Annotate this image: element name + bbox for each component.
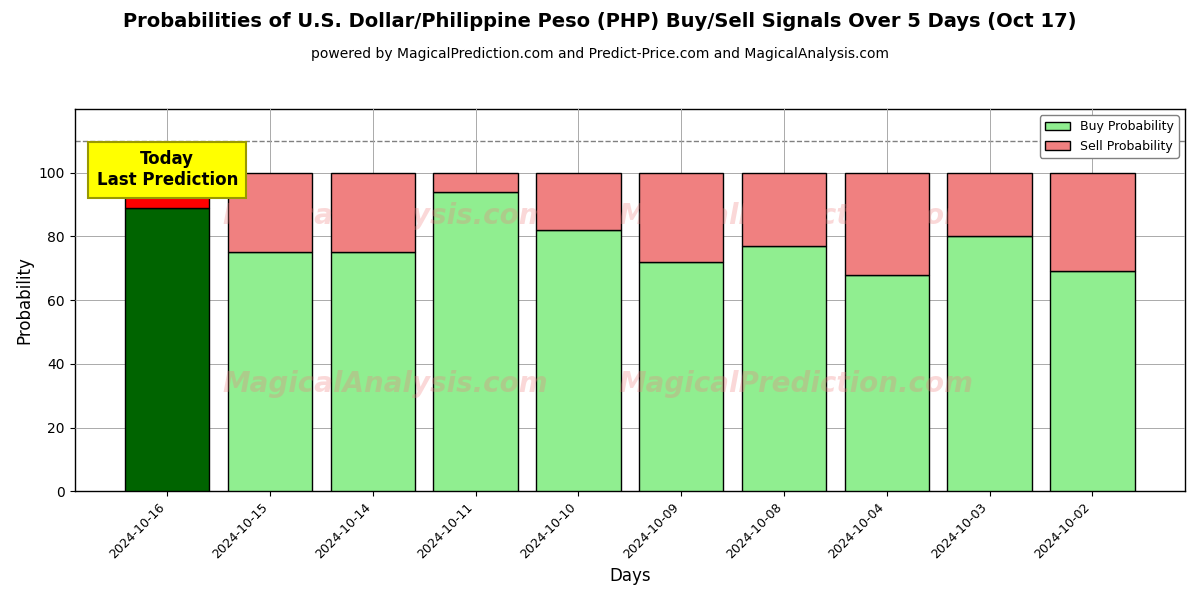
- Bar: [331, 253, 415, 491]
- Text: Probabilities of U.S. Dollar/Philippine Peso (PHP) Buy/Sell Signals Over 5 Days : Probabilities of U.S. Dollar/Philippine …: [124, 12, 1076, 31]
- Bar: [1050, 173, 1134, 271]
- Bar: [1050, 271, 1134, 491]
- Bar: [640, 262, 724, 491]
- Text: MagicalPrediction.com: MagicalPrediction.com: [619, 202, 974, 230]
- Bar: [948, 173, 1032, 236]
- Bar: [536, 230, 620, 491]
- Bar: [948, 236, 1032, 491]
- Y-axis label: Probability: Probability: [16, 256, 34, 344]
- Text: powered by MagicalPrediction.com and Predict-Price.com and MagicalAnalysis.com: powered by MagicalPrediction.com and Pre…: [311, 47, 889, 61]
- Bar: [331, 173, 415, 253]
- X-axis label: Days: Days: [610, 567, 650, 585]
- Legend: Buy Probability, Sell Probability: Buy Probability, Sell Probability: [1040, 115, 1178, 158]
- Bar: [845, 275, 929, 491]
- Bar: [536, 173, 620, 230]
- Bar: [640, 173, 724, 262]
- Bar: [228, 173, 312, 253]
- Bar: [433, 192, 517, 491]
- Bar: [125, 208, 210, 491]
- Text: MagicalAnalysis.com: MagicalAnalysis.com: [223, 370, 548, 398]
- Text: MagicalAnalysis.com: MagicalAnalysis.com: [223, 202, 548, 230]
- Text: Today
Last Prediction: Today Last Prediction: [96, 151, 238, 189]
- Bar: [742, 246, 826, 491]
- Bar: [742, 173, 826, 246]
- Text: MagicalPrediction.com: MagicalPrediction.com: [619, 370, 974, 398]
- Bar: [845, 173, 929, 275]
- Bar: [125, 173, 210, 208]
- Bar: [228, 253, 312, 491]
- Bar: [433, 173, 517, 192]
